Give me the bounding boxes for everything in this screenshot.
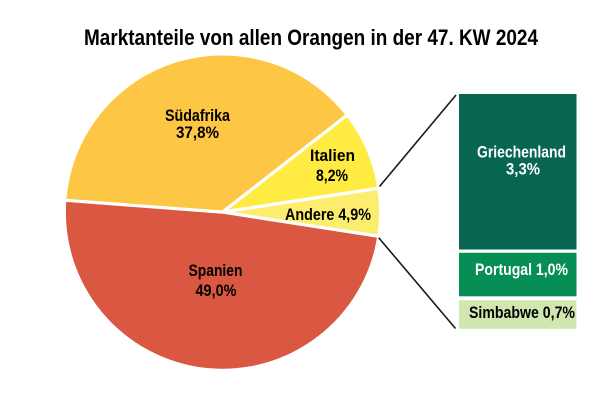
svg-text:8,2%: 8,2% — [316, 167, 348, 185]
svg-text:Griechenland: Griechenland — [477, 144, 566, 162]
svg-text:3,3%: 3,3% — [506, 161, 540, 179]
svg-text:Simbabwe 0,7%: Simbabwe 0,7% — [469, 304, 575, 322]
svg-text:Portugal 1,0%: Portugal 1,0% — [475, 261, 568, 279]
svg-text:Italien: Italien — [310, 147, 355, 165]
svg-text:37,8%: 37,8% — [176, 124, 219, 142]
svg-text:Marktanteile von allen Orangen: Marktanteile von allen Orangen in der 47… — [84, 25, 539, 50]
svg-text:49,0%: 49,0% — [196, 282, 237, 300]
svg-text:Südafrika: Südafrika — [165, 107, 231, 125]
svg-text:Andere 4,9%: Andere 4,9% — [285, 206, 371, 224]
svg-text:Spanien: Spanien — [189, 262, 243, 280]
